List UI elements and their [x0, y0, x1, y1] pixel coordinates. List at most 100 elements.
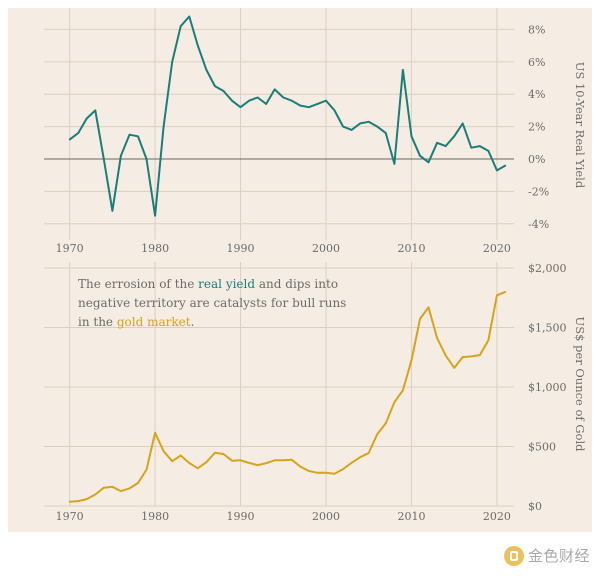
real-yield-point — [291, 99, 293, 102]
annotation-highlight: gold market — [117, 315, 191, 329]
gold-price-point — [479, 354, 481, 356]
real-yield-line — [68, 15, 506, 217]
gold-price-point — [316, 471, 319, 474]
gold-price-point — [265, 462, 267, 464]
y-tick-label: 8% — [528, 23, 545, 36]
y-axis-label-real-yield: US 10-Year Real Yield — [573, 62, 587, 189]
real-yield-point — [444, 145, 447, 147]
y-tick-label: 4% — [528, 88, 545, 101]
gold-price-point — [222, 453, 225, 455]
gold-price-point — [504, 290, 507, 293]
gold-price-point — [496, 294, 498, 297]
real-yield-point — [145, 158, 148, 160]
real-yield-point — [77, 132, 79, 134]
gold-price-point — [410, 359, 413, 361]
x-tick-label: 2020 — [483, 242, 511, 255]
gold-price-point — [77, 500, 79, 502]
real-yield-point — [197, 44, 199, 47]
real-yield-point — [470, 146, 473, 149]
gold-price-point — [120, 490, 122, 492]
watermark: 金色财经 — [503, 545, 590, 566]
gold-price-point — [111, 486, 114, 488]
real-yield-point — [299, 104, 302, 107]
real-yield-point — [68, 138, 71, 141]
y-tick-label: $0 — [528, 500, 542, 513]
annotation-highlight: real yield — [198, 277, 255, 291]
real-yield-point — [342, 125, 344, 128]
real-yield-point — [265, 103, 267, 105]
real-yield-point — [385, 132, 387, 134]
real-yield-point — [239, 106, 242, 108]
real-yield-point — [410, 135, 413, 138]
gold-price-point — [393, 401, 396, 404]
real-yield-point — [188, 15, 191, 18]
annotation-line: The errosion of the real yield and dips … — [78, 277, 338, 291]
real-yield-point — [333, 109, 336, 112]
gold-price-point — [342, 468, 344, 470]
gold-price-point — [470, 355, 473, 358]
real-yield-point — [436, 142, 438, 144]
y-tick-label: $1,000 — [528, 381, 567, 394]
y-axis-label-gold: US$ per Ounce of Gold — [573, 317, 587, 453]
real-yield-point — [111, 210, 114, 212]
gold-price-point — [214, 451, 216, 454]
gold-price-point — [197, 467, 199, 470]
gold-price-point — [282, 459, 285, 462]
gold-price-point — [171, 460, 173, 463]
gold-price-point — [385, 422, 387, 425]
real-yield-point — [214, 85, 216, 87]
real-yield-point — [393, 163, 396, 165]
real-yield-point — [85, 117, 88, 120]
gold-price-point — [444, 354, 447, 357]
real-yield-point — [120, 154, 122, 157]
gold-price-point — [359, 456, 361, 459]
y-tick-label: 6% — [528, 56, 545, 69]
real-yield-point — [479, 145, 481, 147]
gold-price-point — [256, 464, 259, 466]
annotation-text: The errosion of the — [78, 277, 198, 291]
gold-price-point — [350, 461, 353, 464]
jinse-logo-icon — [503, 545, 524, 566]
real-yield-point — [359, 122, 361, 125]
x-tick-label: 2010 — [397, 242, 425, 255]
real-yield-point — [94, 109, 97, 112]
gold-price-point — [231, 459, 233, 462]
gold-price-point — [419, 318, 421, 320]
gold-price-point — [325, 471, 327, 474]
y-tick-label: 2% — [528, 121, 545, 134]
real-yield-point — [162, 125, 165, 128]
real-yield-point — [461, 122, 464, 125]
real-yield-point — [316, 103, 319, 105]
real-yield-point — [402, 69, 404, 71]
real-yield-point — [367, 120, 370, 123]
gold-price-point — [239, 459, 242, 462]
x-tick-label: 2000 — [312, 510, 340, 523]
y-tick-label: -2% — [528, 185, 549, 198]
real-yield-point — [308, 106, 310, 108]
real-yield-point — [222, 90, 225, 92]
real-yield-point — [325, 99, 327, 102]
gold-price-point — [103, 486, 105, 489]
gold-price-point — [248, 462, 250, 464]
y-tick-label: 0% — [528, 153, 545, 166]
real-yield-point — [273, 88, 276, 91]
gold-price-point — [427, 306, 430, 309]
real-yield-point — [376, 125, 379, 128]
gold-price-point — [453, 367, 455, 369]
watermark-text: 金色财经 — [527, 547, 590, 565]
gold-price-point — [85, 498, 88, 500]
gold-price-point — [291, 459, 293, 461]
real-yield-point — [103, 158, 105, 160]
x-tick-label: 2000 — [312, 242, 340, 255]
real-yield-point — [453, 135, 455, 138]
gold-price-point — [402, 389, 404, 392]
real-yield-point — [504, 164, 507, 167]
y-tick-label: $2,000 — [528, 262, 567, 275]
gold-price-point — [299, 465, 302, 468]
annotation-text: and dips into — [255, 277, 338, 291]
gold-price-line — [69, 290, 506, 503]
y-tick-label: -4% — [528, 218, 549, 231]
annotation-text: negative territory are catalysts for bul… — [78, 296, 346, 310]
